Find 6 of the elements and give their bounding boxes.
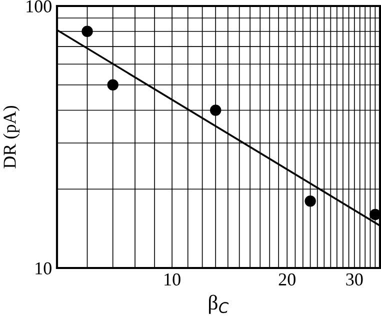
x-tick-label: 30 [346,273,363,286]
y-axis-title: DR (pA) [3,106,20,168]
x-tick-label: 20 [278,273,296,286]
x-tick-label: 10 [164,273,180,286]
x-axis-title: β$_{C}$ [209,294,229,314]
y-tick-label: 100 [26,0,52,12]
